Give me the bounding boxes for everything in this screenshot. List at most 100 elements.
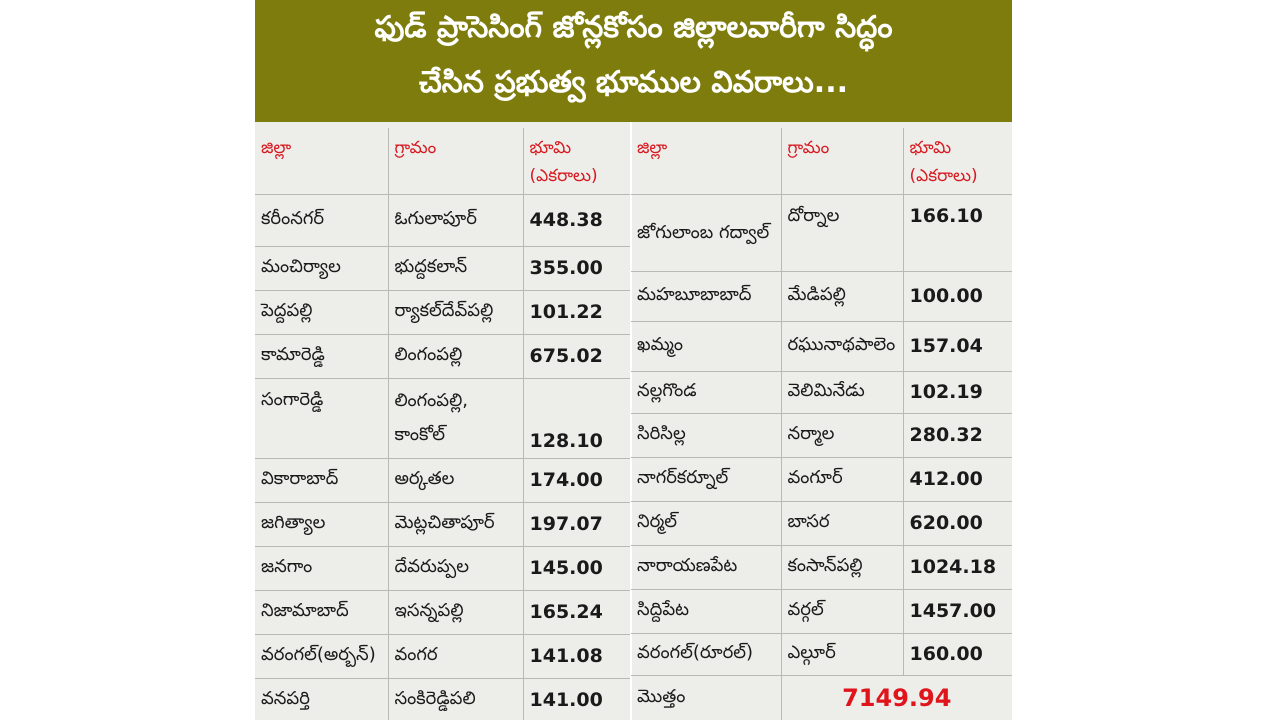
land-cell: 157.04 — [903, 321, 1012, 372]
header-land: భూమి (ఎకరాలు) — [903, 128, 1012, 195]
village-cell: సంకిరెడ్డిపలి — [388, 678, 524, 720]
header-village: గ్రామం — [781, 128, 904, 195]
village-cell: కంసాన్‌పల్లి — [781, 545, 904, 590]
village-cell: వెలిమినేడు — [781, 371, 904, 414]
total-label: మొత్తం — [631, 675, 782, 720]
district-cell: నారాయణపేట — [631, 545, 782, 590]
district-cell: నిర్మల్ — [631, 501, 782, 546]
village-cell: రఘునాథపాలెం — [781, 321, 904, 372]
table-row: నిజామాబాద్ ఇసన్నపల్లి 165.24 — [255, 590, 630, 635]
table-row: జోగులాంబ గద్వాల్ దోర్నాల 166.10 — [631, 194, 1012, 272]
table-row: ఖమ్మం రఘునాథపాలెం 157.04 — [631, 321, 1012, 372]
district-cell: సిరిసిల్ల — [631, 413, 782, 458]
total-value: 7149.94 — [781, 675, 1012, 720]
village-cell: దోర్నాల — [781, 194, 904, 272]
village-cell: ఇసన్నపల్లి — [388, 590, 524, 635]
land-cell: 165.24 — [523, 590, 630, 635]
title-line-2: చేసిన ప్రభుత్వ భూముల వివరాలు... — [418, 65, 848, 100]
table-row: సిరిసిల్ల నర్మాల 280.32 — [631, 413, 1012, 458]
district-cell: మంచిర్యాల — [255, 246, 389, 291]
table-row: వరంగల్(రూరల్) ఎల్గూర్ 160.00 — [631, 633, 1012, 676]
land-cell: 1024.18 — [903, 545, 1012, 590]
district-cell: వరంగల్(రూరల్) — [631, 633, 782, 676]
district-cell: కామారెడ్డి — [255, 334, 389, 379]
land-cell: 141.08 — [523, 634, 630, 679]
district-cell: నాగర్‌కర్నూల్ — [631, 457, 782, 502]
table-row: మంచిర్యాల భుద్దకలాన్ 355.00 — [255, 246, 630, 291]
village-cell: దేవరుప్పల — [388, 546, 524, 591]
header-row: జిల్లా గ్రామం భూమి (ఎకరాలు) — [255, 128, 630, 195]
district-cell: వనపర్తి — [255, 678, 389, 720]
district-cell: మహబూబాబాద్ — [631, 271, 782, 322]
total-row: మొత్తం 7149.94 — [631, 675, 1012, 720]
table-row: నారాయణపేట కంసాన్‌పల్లి 1024.18 — [631, 545, 1012, 590]
village-cell: భుద్దకలాన్ — [388, 246, 524, 291]
village-cell: బాసర — [781, 501, 904, 546]
land-cell: 128.10 — [523, 378, 630, 459]
land-cell: 141.00 — [523, 678, 630, 720]
village-cell: అర్కతల — [388, 458, 524, 503]
village-cell: వర్గల్ — [781, 589, 904, 634]
table-row: వనపర్తి సంకిరెడ్డిపలి 141.00 — [255, 678, 630, 720]
district-cell: నల్లగొండ — [631, 371, 782, 414]
village-cell: ఓగులాపూర్ — [388, 194, 524, 247]
land-cell: 355.00 — [523, 246, 630, 291]
land-cell: 160.00 — [903, 633, 1012, 676]
right-table: జిల్లా గ్రామం భూమి (ఎకరాలు) జోగులాంబ గద్… — [631, 128, 1012, 720]
header-row: జిల్లా గ్రామం భూమి (ఎకరాలు) — [631, 128, 1012, 195]
table-row: కామారెడ్డి లింగంపల్లి 675.02 — [255, 334, 630, 379]
land-cell: 174.00 — [523, 458, 630, 503]
land-cell: 280.32 — [903, 413, 1012, 458]
table-row: జగిత్యాల మెట్లచితాపూర్ 197.07 — [255, 502, 630, 547]
district-cell: పెద్దపల్లి — [255, 290, 389, 335]
district-cell: వికారాబాద్ — [255, 458, 389, 503]
header-district: జిల్లా — [255, 128, 389, 195]
district-cell: జోగులాంబ గద్వాల్ — [631, 194, 782, 272]
village-cell: ఎల్గూర్ — [781, 633, 904, 676]
district-cell: జనగాం — [255, 546, 389, 591]
land-cell: 675.02 — [523, 334, 630, 379]
table-row: పెద్దపల్లి ర్యాకల్‌దేవ్‌పల్లి 101.22 — [255, 290, 630, 335]
header-village: గ్రామం — [388, 128, 524, 195]
land-cell: 166.10 — [903, 194, 1012, 272]
district-cell: జగిత్యాల — [255, 502, 389, 547]
land-cell: 448.38 — [523, 194, 630, 247]
table-row: మహబూబాబాద్ మేడిపల్లి 100.00 — [631, 271, 1012, 322]
district-cell: కరీంనగర్ — [255, 194, 389, 247]
land-cell: 1457.00 — [903, 589, 1012, 634]
village-cell: మెట్లచితాపూర్ — [388, 502, 524, 547]
header-district: జిల్లా — [631, 128, 782, 195]
table-row: వరంగల్(అర్బన్) వంగర 141.08 — [255, 634, 630, 679]
land-cell: 145.00 — [523, 546, 630, 591]
village-cell: వంగూర్ — [781, 457, 904, 502]
land-cell: 412.00 — [903, 457, 1012, 502]
village-cell: ర్యాకల్‌దేవ్‌పల్లి — [388, 290, 524, 335]
table-row: కరీంనగర్ ఓగులాపూర్ 448.38 — [255, 194, 630, 247]
land-cell: 197.07 — [523, 502, 630, 547]
village-cell: లింగంపల్లి, కాంకోల్ — [388, 378, 524, 459]
district-cell: వరంగల్(అర్బన్) — [255, 634, 389, 679]
left-table: జిల్లా గ్రామం భూమి (ఎకరాలు) కరీంనగర్ ఓగు… — [255, 128, 630, 720]
table-row: జనగాం దేవరుప్పల 145.00 — [255, 546, 630, 591]
district-cell: సంగారెడ్డి — [255, 378, 389, 459]
land-cell: 620.00 — [903, 501, 1012, 546]
table-row: సిద్దిపేట వర్గల్ 1457.00 — [631, 589, 1012, 634]
header-land: భూమి (ఎకరాలు) — [523, 128, 630, 195]
title-line-1: ఫుడ్ ప్రాసెసింగ్ జోన్లకోసం జిల్లాలవారీగా… — [374, 10, 893, 45]
land-cell: 100.00 — [903, 271, 1012, 322]
land-cell: 102.19 — [903, 371, 1012, 414]
table-row: వికారాబాద్ అర్కతల 174.00 — [255, 458, 630, 503]
table-row: సంగారెడ్డి లింగంపల్లి, కాంకోల్ 128.10 — [255, 378, 630, 459]
table-row: నిర్మల్ బాసర 620.00 — [631, 501, 1012, 546]
village-cell: వంగర — [388, 634, 524, 679]
table-row: నాగర్‌కర్నూల్ వంగూర్ 412.00 — [631, 457, 1012, 502]
title-banner: ఫుడ్ ప్రాసెసింగ్ జోన్లకోసం జిల్లాలవారీగా… — [255, 0, 1012, 122]
land-cell: 101.22 — [523, 290, 630, 335]
table-row: నల్లగొండ వెలిమినేడు 102.19 — [631, 371, 1012, 414]
village-cell: మేడిపల్లి — [781, 271, 904, 322]
village-cell: నర్మాల — [781, 413, 904, 458]
land-details-card: ఫుడ్ ప్రాసెసింగ్ జోన్లకోసం జిల్లాలవారీగా… — [255, 0, 1012, 720]
district-cell: ఖమ్మం — [631, 321, 782, 372]
district-cell: సిద్దిపేట — [631, 589, 782, 634]
district-cell: నిజామాబాద్ — [255, 590, 389, 635]
